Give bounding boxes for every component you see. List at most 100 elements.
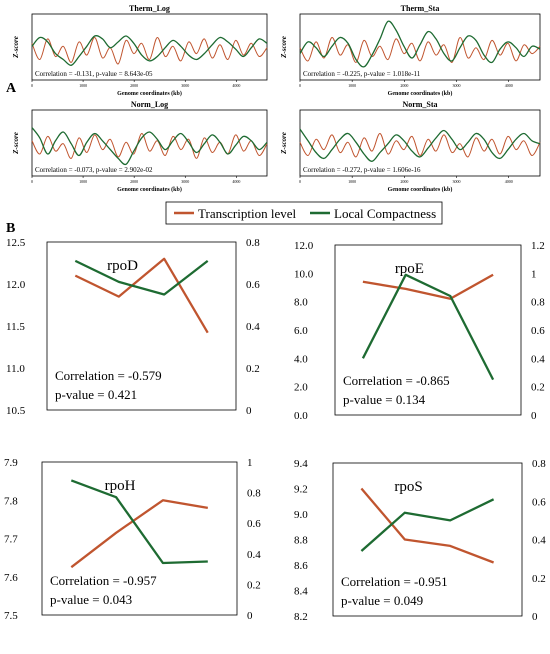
left-tick-label: 4.0 xyxy=(294,353,308,365)
track-x-label: Genome coordinates (kb) xyxy=(388,186,453,193)
track-title: Therm_Log xyxy=(129,4,170,13)
track-x-tick-label: 2000 xyxy=(130,179,138,184)
track-x-tick-label: 4000 xyxy=(505,83,513,88)
left-tick-label: 8.0 xyxy=(294,297,308,309)
chart-frame xyxy=(41,461,238,616)
p-value-label: p-value = 0.043 xyxy=(50,592,132,607)
track-correlation-annotation: Correlation = -0.073, p-value = 2.902e-0… xyxy=(35,166,153,174)
sigma-chart-rpoE: 0.0 2.0 4.0 6.0 8.0 10.0 12.0 0 0.2 0.4 0.6 0.8 1 1.2… xyxy=(294,240,545,422)
genome-track-2: Therm_Sta Z-score Genome coordinates (kb) 0… xyxy=(280,4,541,97)
track-series-compactness xyxy=(299,128,541,162)
left-tick-label: 7.8 xyxy=(4,495,18,507)
left-tick-label: 10.0 xyxy=(294,268,314,280)
left-tick-label: 9.0 xyxy=(294,509,308,521)
track-title: Therm_Sta xyxy=(401,4,440,13)
panel-label-b: B xyxy=(6,221,15,236)
right-tick-label: 0.2 xyxy=(531,382,545,394)
track-x-tick-label: 3000 xyxy=(453,179,461,184)
left-tick-label: 0.0 xyxy=(294,410,308,422)
chart-title: rpoE xyxy=(395,261,424,277)
track-x-label: Genome coordinates (kb) xyxy=(117,186,182,193)
track-x-tick-label: 3000 xyxy=(181,179,189,184)
track-x-tick-label: 0 xyxy=(299,179,301,184)
left-tick-label: 6.0 xyxy=(294,325,308,337)
track-series-transcription xyxy=(31,36,268,65)
chart-frame xyxy=(46,241,237,411)
right-tick-label: 0.6 xyxy=(246,279,260,291)
series-line-transcription xyxy=(360,487,495,564)
series-line-compactness xyxy=(74,259,209,296)
series-line-transcription xyxy=(74,257,209,334)
left-tick-label: 12.0 xyxy=(6,279,26,291)
track-x-tick-label: 1000 xyxy=(79,83,87,88)
left-tick-label: 8.2 xyxy=(294,611,308,623)
series-line-compactness xyxy=(360,498,495,552)
right-tick-label: 0.8 xyxy=(247,488,261,500)
right-tick-label: 0.6 xyxy=(531,325,545,337)
legend: Transcription level Local Compactness xyxy=(165,201,443,225)
sigma-chart-rpoH: 7.5 7.6 7.7 7.8 7.9 0 0.2 0.4 0.6 0.8 1 rpoH Correla… xyxy=(4,457,261,622)
track-x-tick-label: 2000 xyxy=(400,179,408,184)
panel-label-a: A xyxy=(6,81,17,96)
track-x-tick-label: 0 xyxy=(31,83,33,88)
legend-box xyxy=(165,201,443,225)
left-tick-label: 8.6 xyxy=(294,560,308,572)
track-series-compactness xyxy=(31,35,268,66)
chart-title: rpoS xyxy=(394,479,422,495)
p-value-label: p-value = 0.134 xyxy=(343,392,426,407)
track-series-transcription xyxy=(299,36,541,63)
left-tick-label: 12.5 xyxy=(6,237,26,249)
left-tick-label: 11.5 xyxy=(6,321,25,333)
legend-label-transcription: Transcription level xyxy=(198,206,296,221)
track-correlation-annotation: Correlation = -0.225, p-value = 1.018e-1… xyxy=(303,70,421,78)
track-x-tick-label: 0 xyxy=(299,83,301,88)
track-x-tick-label: 4000 xyxy=(232,179,240,184)
right-tick-label: 0 xyxy=(247,610,253,622)
track-x-tick-label: 2000 xyxy=(400,83,408,88)
right-tick-label: 0.8 xyxy=(532,458,546,470)
left-tick-label: 8.8 xyxy=(294,535,308,547)
right-tick-label: 0.4 xyxy=(531,353,545,365)
sigma-chart-rpoD: 10.5 11.0 11.5 12.0 12.5 0 0.2 0.4 0.6 0.8 rpoD Cor… xyxy=(6,237,260,417)
right-tick-label: 0 xyxy=(531,410,537,422)
charts-root: Therm_Log Z-score Genome coordinates (kb) 0… xyxy=(4,4,546,623)
genome-track-4: Norm_Sta Z-score Genome coordinates (kb) 0 1… xyxy=(280,100,541,193)
left-tick-label: 12.0 xyxy=(294,240,314,252)
right-tick-label: 0.2 xyxy=(246,363,260,375)
track-series-compactness xyxy=(31,127,268,166)
track-x-tick-label: 0 xyxy=(31,179,33,184)
track-y-label: Z-score xyxy=(12,132,20,155)
right-tick-label: 0.2 xyxy=(532,573,546,585)
track-correlation-annotation: Correlation = -0.272, p-value = 1.606e-1… xyxy=(303,166,421,174)
sigma-chart-rpoS: 8.2 8.4 8.6 8.8 9.0 9.2 9.4 0 0.2 0.4 0.6 0.8 rpoS Co… xyxy=(294,458,546,623)
left-tick-label: 11.0 xyxy=(6,363,25,375)
left-tick-label: 8.4 xyxy=(294,586,308,598)
left-tick-label: 7.6 xyxy=(4,572,18,584)
chart-title: rpoH xyxy=(105,478,136,494)
track-x-tick-label: 3000 xyxy=(453,83,461,88)
chart-frame xyxy=(332,462,523,617)
track-y-label: Z-score xyxy=(280,132,288,155)
right-tick-label: 0.6 xyxy=(532,496,546,508)
chart-title: rpoD xyxy=(107,258,138,274)
track-x-tick-label: 2000 xyxy=(130,83,138,88)
right-tick-label: 1 xyxy=(531,268,537,280)
left-tick-label: 7.9 xyxy=(4,457,18,469)
track-x-tick-label: 4000 xyxy=(232,83,240,88)
right-tick-label: 0 xyxy=(246,405,252,417)
track-x-tick-label: 1000 xyxy=(79,179,87,184)
track-y-label: Z-score xyxy=(12,36,20,59)
left-tick-label: 2.0 xyxy=(294,382,308,394)
genome-track-3: Norm_Log Z-score Genome coordinates (kb) 0 1… xyxy=(12,100,268,193)
chart-frame xyxy=(334,244,522,416)
left-tick-label: 10.5 xyxy=(6,405,26,417)
right-tick-label: 0.8 xyxy=(246,237,260,249)
track-title: Norm_Log xyxy=(131,100,168,109)
right-tick-label: 0 xyxy=(532,611,538,623)
track-frame xyxy=(31,13,268,81)
track-series-compactness xyxy=(299,20,541,68)
right-tick-label: 0.8 xyxy=(531,297,545,309)
left-tick-label: 7.7 xyxy=(4,534,18,546)
correlation-label: Correlation = -0.579 xyxy=(55,368,162,383)
